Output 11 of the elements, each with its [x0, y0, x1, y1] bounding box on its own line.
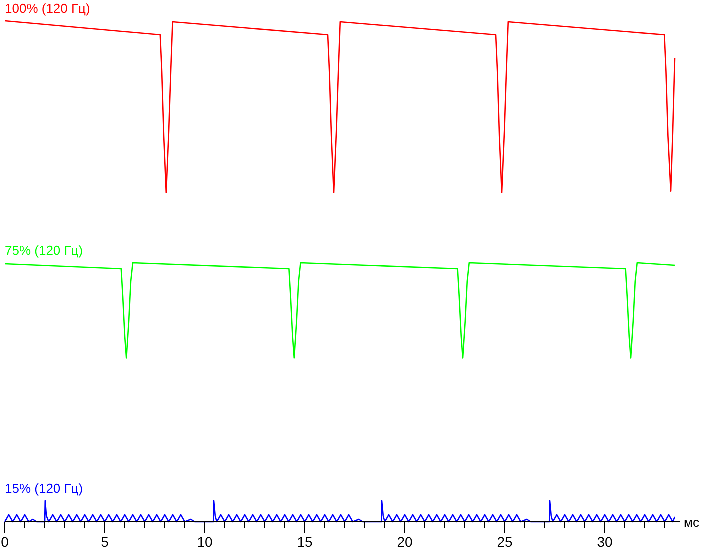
x-tick-label: 20 [397, 534, 413, 550]
series-label: 100% (120 Гц) [5, 1, 90, 16]
x-axis-title: мс [684, 515, 700, 530]
x-tick-label: 30 [597, 534, 613, 550]
x-tick-label: 25 [497, 534, 513, 550]
x-tick-label: 10 [197, 534, 213, 550]
x-tick-label: 0 [1, 534, 10, 550]
x-tick-label: 5 [101, 534, 110, 550]
series-label: 75% (120 Гц) [5, 242, 84, 258]
x-tick-label: 15 [297, 534, 313, 550]
series-label: 15% (120 Гц) [5, 480, 84, 496]
